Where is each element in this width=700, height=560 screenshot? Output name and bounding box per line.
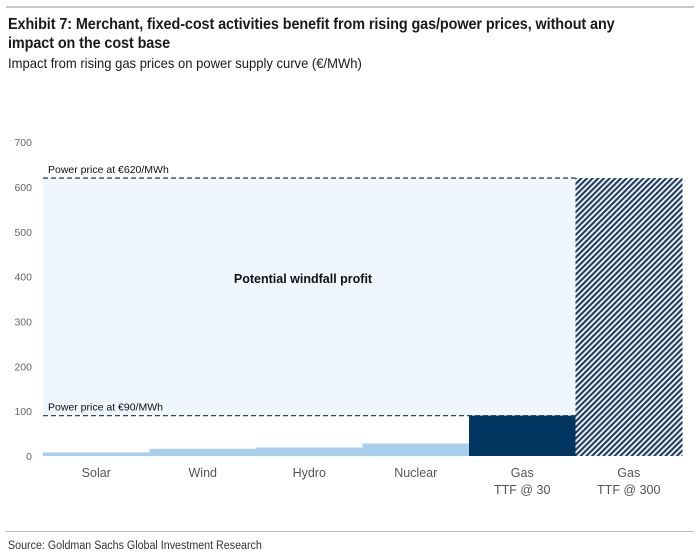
windfall-region <box>43 178 576 456</box>
x-tick-label: Gas <box>617 466 640 480</box>
x-tick-label: Hydro <box>293 466 326 480</box>
bar-gas-ttf-30 <box>469 415 576 456</box>
y-tick-label: 300 <box>14 317 32 329</box>
supply-curve-chart: Power price at €620/MWh Power price at €9… <box>14 137 683 497</box>
bar-wind <box>149 448 257 456</box>
source-note: Source: Goldman Sachs Global Investment … <box>8 540 262 552</box>
bar-gas-ttf-300 <box>575 178 683 456</box>
windfall-profit-label: Potential windfall profit <box>234 272 373 286</box>
y-tick-label: 100 <box>14 406 32 418</box>
x-tick-label: Nuclear <box>394 466 437 480</box>
y-tick-label: 600 <box>14 182 32 194</box>
y-tick-label: 200 <box>14 361 32 373</box>
bar-nuclear <box>362 443 470 456</box>
x-tick-label: TTF @ 300 <box>597 483 660 497</box>
x-tick-label: TTF @ 30 <box>494 483 550 497</box>
x-tick-label: Solar <box>82 466 111 480</box>
y-tick-label: 500 <box>14 227 32 239</box>
y-tick-label: 700 <box>14 137 32 149</box>
y-tick-label: 400 <box>14 272 32 284</box>
exhibit-title: Exhibit 7: Merchant, fixed-cost activiti… <box>8 16 615 52</box>
bar-solar <box>43 452 150 456</box>
top-rule <box>6 6 694 8</box>
x-tick-label: Wind <box>189 466 218 480</box>
x-tick-label: Gas <box>511 466 534 480</box>
bar-hydro <box>256 447 363 456</box>
reference-line-label-620: Power price at €620/MWh <box>48 164 169 176</box>
y-tick-label: 0 <box>26 451 32 463</box>
chart-subtitle: Impact from rising gas prices on power s… <box>8 55 362 71</box>
reference-line-label-90: Power price at €90/MWh <box>48 402 163 414</box>
bottom-rule <box>6 531 694 532</box>
